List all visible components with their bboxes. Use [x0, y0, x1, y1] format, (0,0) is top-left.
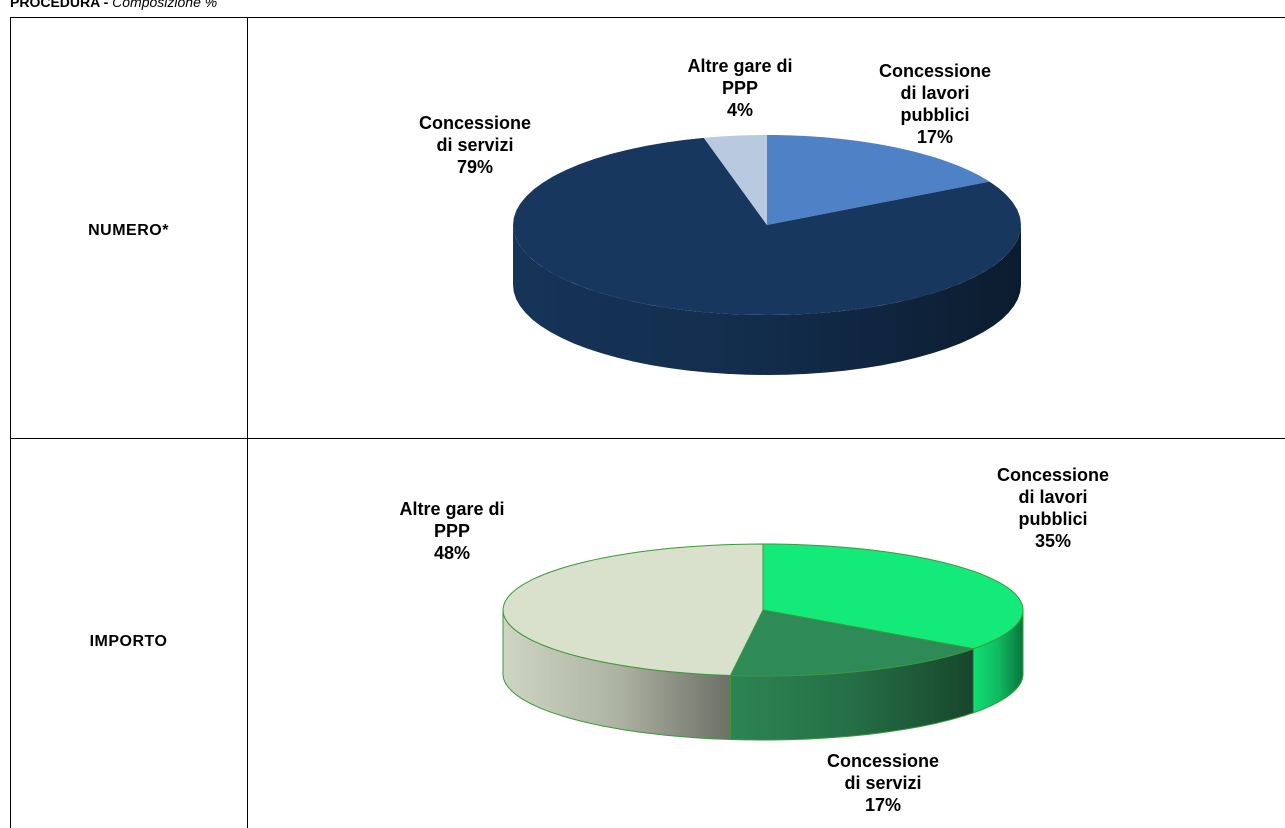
slice-value: 35%	[1034, 531, 1072, 551]
slice-name: Concessione di lavori pubblici	[996, 465, 1110, 529]
slice-label: Altre gare di PPP 4%	[670, 55, 810, 121]
slice	[502, 543, 764, 676]
row-label: NUMERO*	[88, 222, 169, 239]
slice-name: Concessione di servizi	[826, 751, 940, 793]
slice-label: Concessione di lavori pubblici 17%	[865, 60, 1005, 148]
slice-value: 17%	[916, 127, 954, 147]
slice-value: 48%	[433, 543, 471, 563]
table-border	[10, 17, 11, 828]
slice-value: 79%	[456, 157, 494, 177]
slice-label: Concessione di servizi 79%	[405, 112, 545, 178]
title-sub: Composizione %	[112, 0, 218, 10]
slice-name: Altre gare di PPP	[399, 499, 505, 541]
slice-label: Concessione di lavori pubblici 35%	[983, 464, 1123, 552]
table-border	[10, 17, 1285, 18]
slice	[762, 543, 1024, 650]
slice	[513, 137, 1021, 315]
slice-name: Concessione di lavori pubblici	[878, 61, 992, 125]
slice	[729, 609, 976, 677]
slice-side	[513, 225, 1021, 375]
slice-value: 4%	[726, 100, 753, 120]
slice-name: Concessione di servizi	[418, 113, 532, 155]
row-border	[10, 438, 1285, 439]
slice-value: 17%	[864, 795, 902, 815]
row-label: IMPORTO	[89, 633, 168, 650]
title-main: PROCEDURA -	[10, 0, 109, 10]
column-border	[247, 17, 248, 828]
slice	[703, 135, 767, 225]
title: PROCEDURA - Composizione %	[10, 0, 217, 10]
slice-label: Altre gare di PPP 48%	[382, 498, 522, 564]
slice	[767, 135, 990, 225]
slice-name: Altre gare di PPP	[687, 56, 793, 98]
slice-label: Concessione di servizi 17%	[813, 750, 953, 816]
